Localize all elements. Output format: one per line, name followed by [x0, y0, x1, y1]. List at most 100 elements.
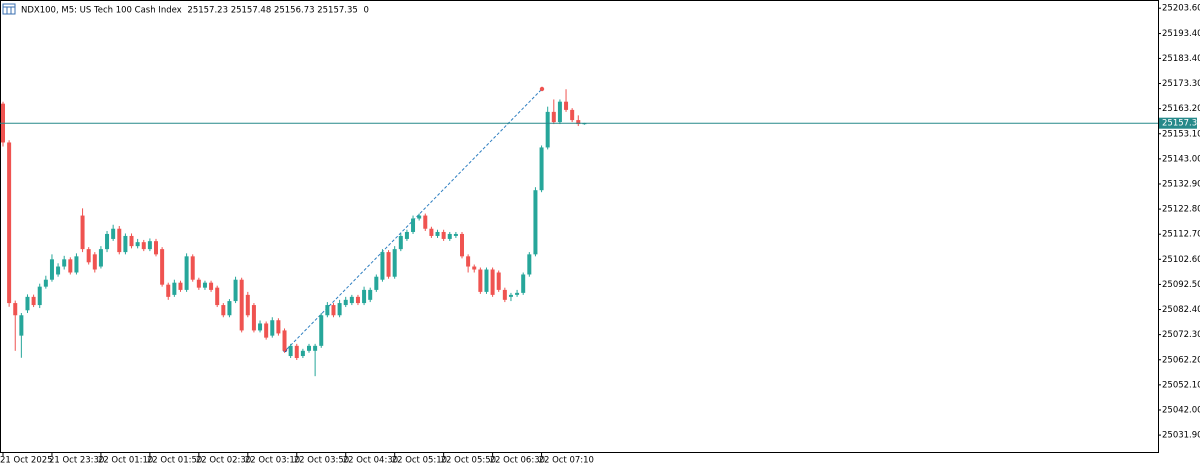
y-tick-label: 25082.40 — [1162, 305, 1200, 315]
candle-body — [37, 286, 42, 306]
x-tick-label: 21 Oct 2025 — [0, 456, 53, 466]
y-tick-label: 25042.00 — [1162, 405, 1200, 415]
candle-body — [319, 315, 324, 346]
candle-body — [19, 315, 24, 336]
candle-body — [386, 252, 391, 277]
y-tick-label: 25102.60 — [1162, 255, 1200, 265]
candle-body — [398, 235, 403, 250]
candle-body — [490, 269, 495, 295]
candle-body — [331, 305, 336, 316]
candle-body — [496, 272, 501, 290]
plot-frame — [0, 0, 1159, 453]
chart-header: NDX100, M5: US Tech 100 Cash Index 25157… — [21, 5, 369, 15]
candle-body — [190, 256, 195, 280]
candle-body — [472, 266, 477, 270]
x-tick-label: 22 Oct 05:50 — [441, 456, 496, 466]
candle-body — [545, 111, 550, 148]
candle-body — [355, 296, 360, 304]
y-tick-label: 25203.60 — [1162, 4, 1200, 14]
candle-body — [31, 296, 36, 306]
candle-body — [49, 259, 54, 280]
x-tick-label: 22 Oct 03:50 — [294, 456, 349, 466]
candle-body — [429, 228, 434, 236]
candle-body — [349, 296, 354, 304]
y-tick-label: 25153.10 — [1162, 129, 1200, 139]
candle-body — [43, 279, 48, 287]
candle-body — [172, 282, 177, 295]
candle-body — [141, 242, 146, 250]
x-tick-label: 21 Oct 23:30 — [49, 456, 104, 466]
candle-body — [484, 269, 489, 292]
candle-body — [288, 345, 293, 357]
candle-body — [7, 142, 12, 304]
candle-body — [325, 305, 330, 316]
open-value: 25157.23 — [187, 5, 228, 15]
y-tick-label: 25052.10 — [1162, 380, 1200, 390]
candle-body — [374, 276, 379, 290]
candle-body — [300, 350, 305, 357]
candle-body — [184, 256, 189, 290]
y-tick-label: 25163.20 — [1162, 104, 1200, 114]
candle-body — [576, 120, 581, 125]
x-tick-label: 22 Oct 07:10 — [539, 456, 594, 466]
candle-body — [539, 147, 544, 191]
candle-body — [435, 231, 440, 236]
candle-body — [117, 228, 122, 253]
candle-body — [123, 235, 128, 253]
candle-body — [515, 292, 520, 295]
candle-body — [215, 287, 220, 306]
candle-body — [178, 282, 183, 290]
y-tick-label: 25062.20 — [1162, 355, 1200, 365]
candle-body — [209, 282, 214, 290]
candle-body — [508, 294, 513, 297]
price-label-box — [1159, 117, 1197, 129]
candle-body — [92, 254, 97, 270]
volume-value: 0 — [363, 5, 368, 15]
candle-body — [98, 249, 103, 267]
candle-body — [564, 101, 569, 110]
candle-body — [380, 252, 385, 280]
candle-body — [13, 303, 18, 316]
candle-body — [551, 111, 556, 123]
candle-body — [527, 254, 532, 275]
candle-body — [62, 259, 67, 267]
y-tick-label: 25092.50 — [1162, 280, 1200, 290]
candle-body — [160, 249, 165, 285]
x-tick-label: 22 Oct 01:10 — [98, 456, 153, 466]
candle-body — [154, 241, 158, 255]
candle-body — [276, 320, 281, 334]
x-tick-label: 22 Oct 04:30 — [343, 456, 398, 466]
candle-body — [557, 101, 562, 123]
candle-body — [264, 323, 269, 338]
candle-body — [362, 289, 367, 304]
candle-body — [441, 231, 446, 239]
candle-body — [270, 320, 275, 336]
candle-body — [202, 282, 207, 288]
candle-body — [166, 284, 171, 297]
x-tick-label: 22 Oct 05:10 — [392, 456, 447, 466]
y-tick-label: 25193.40 — [1162, 29, 1200, 39]
price-label: 25157.35 — [1162, 119, 1200, 129]
candle-body — [25, 296, 30, 311]
candle-body — [466, 256, 471, 267]
candle-body — [245, 294, 250, 316]
x-tick-label: 22 Oct 01:50 — [147, 456, 202, 466]
candle-body — [135, 242, 140, 247]
y-tick-label: 25173.30 — [1162, 79, 1200, 89]
candle-body — [307, 345, 311, 351]
candle-body — [533, 190, 538, 255]
candle-body — [294, 345, 299, 359]
candle-body — [251, 305, 256, 331]
candle-body — [74, 256, 79, 273]
candle-body — [233, 279, 238, 302]
x-tick-label: 22 Oct 02:30 — [196, 456, 251, 466]
candle-body — [86, 249, 91, 263]
candle-body — [478, 269, 483, 292]
candle-body — [313, 345, 318, 351]
y-tick-label: 25031.90 — [1162, 431, 1200, 441]
candle-body — [129, 235, 134, 247]
y-tick-label: 25072.30 — [1162, 330, 1200, 340]
candle-body — [343, 299, 348, 306]
candle-body — [80, 215, 85, 250]
